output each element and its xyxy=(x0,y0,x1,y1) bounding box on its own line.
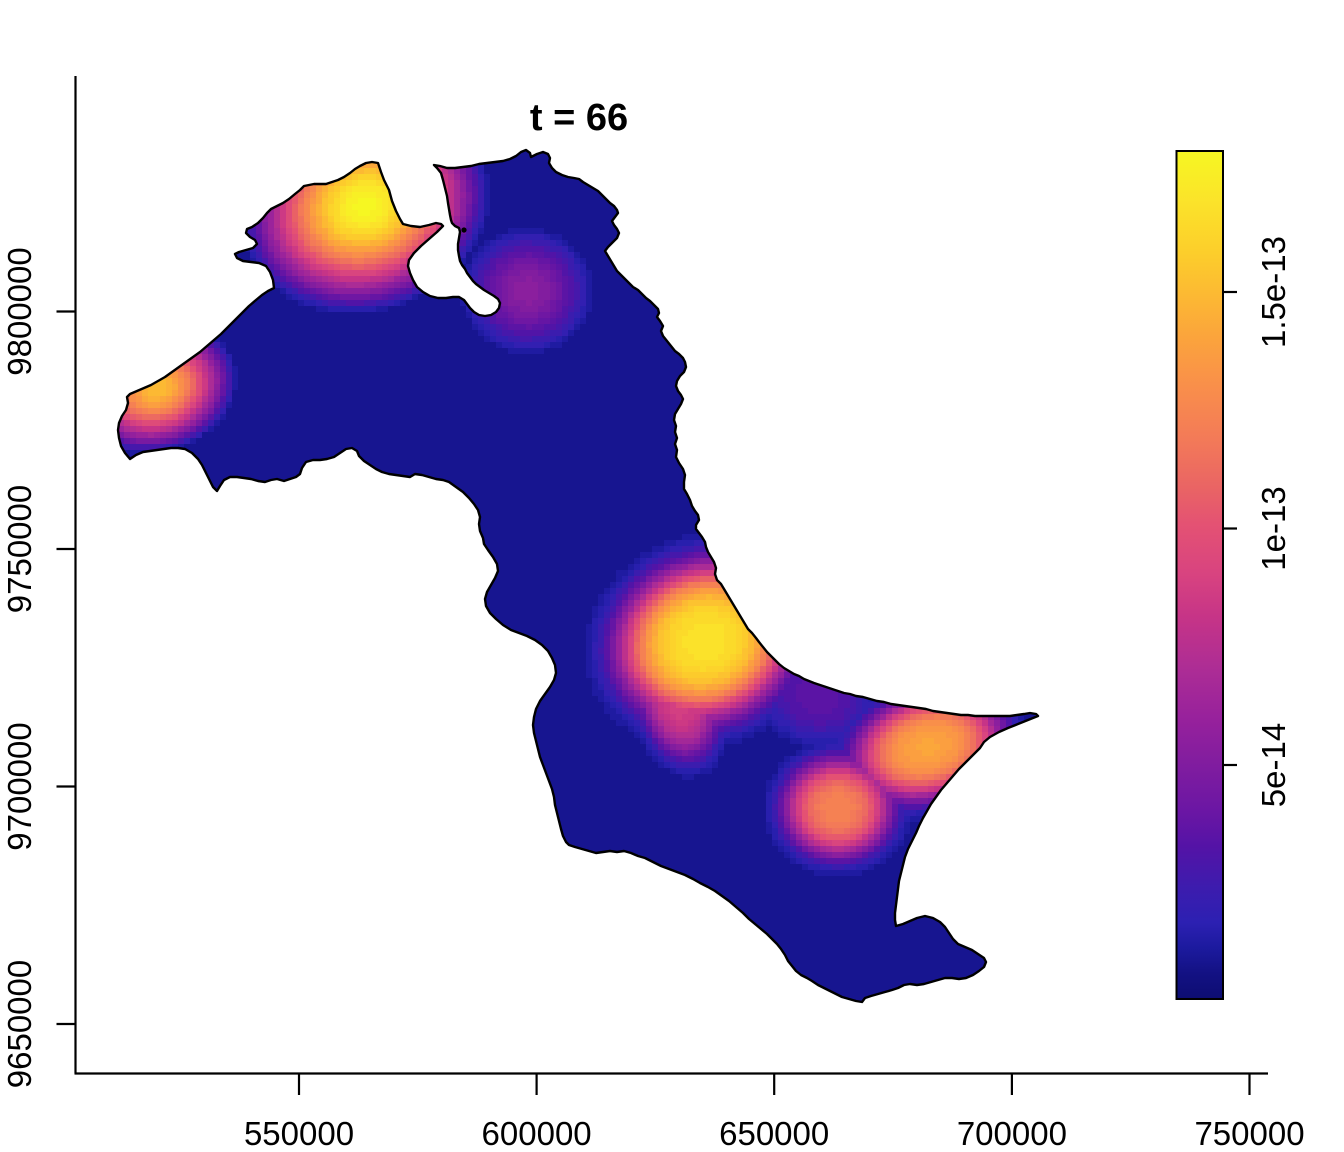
svg-text:5e-14: 5e-14 xyxy=(1255,723,1292,807)
svg-text:700000: 700000 xyxy=(957,1115,1067,1152)
svg-text:9800000: 9800000 xyxy=(1,247,38,375)
svg-text:750000: 750000 xyxy=(1194,1115,1304,1152)
svg-text:650000: 650000 xyxy=(719,1115,829,1152)
svg-text:1.5e-13: 1.5e-13 xyxy=(1255,236,1292,348)
svg-text:t = 66: t = 66 xyxy=(530,97,628,139)
svg-text:1e-13: 1e-13 xyxy=(1255,486,1292,570)
svg-text:9650000: 9650000 xyxy=(1,960,38,1088)
svg-text:9750000: 9750000 xyxy=(1,485,38,613)
svg-text:600000: 600000 xyxy=(482,1115,592,1152)
svg-text:9700000: 9700000 xyxy=(1,722,38,850)
svg-text:550000: 550000 xyxy=(244,1115,354,1152)
